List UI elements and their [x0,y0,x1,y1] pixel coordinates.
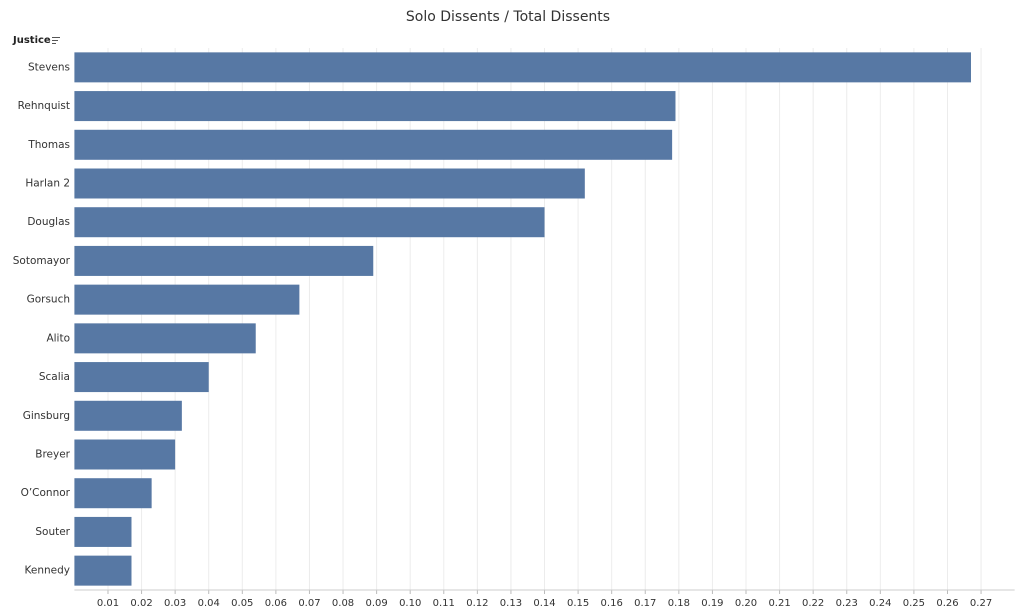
bar [74,245,374,276]
x-tick-label: 0.25 [903,598,925,609]
y-tick-label: Ginsburg [23,410,70,422]
x-tick-label: 0.08 [332,598,354,609]
x-tick-label: 0.18 [668,598,690,609]
bar [74,91,676,122]
x-tick-label: 0.15 [567,598,589,609]
y-tick-label: O’Connor [21,487,71,499]
x-tick-label: 0.12 [466,598,488,609]
bar [74,129,673,160]
y-tick-label: Kennedy [25,565,70,577]
x-tick-label: 0.20 [735,598,757,609]
sort-icon[interactable] [52,37,60,44]
x-tick-label: 0.27 [970,598,992,609]
bar [74,555,132,586]
bar [74,516,132,547]
y-tick-label: Gorsuch [27,294,70,306]
x-tick-label: 0.16 [601,598,623,609]
bar [74,207,545,238]
bar [74,284,300,315]
x-tick-label: 0.06 [265,598,287,609]
bar [74,323,256,354]
x-tick-label: 0.19 [701,598,723,609]
bar [74,362,209,393]
bar [74,400,182,431]
x-tick-label: 0.09 [365,598,387,609]
y-tick-label: Breyer [35,449,70,461]
x-tick-label: 0.24 [869,598,891,609]
y-tick-label: Scalia [39,371,70,383]
x-tick-label: 0.07 [298,598,320,609]
x-tick-label: 0.23 [836,598,858,609]
chart-title: Solo Dissents / Total Dissents [406,9,610,25]
y-axis-title[interactable]: Justice [12,35,51,46]
x-tick-label: 0.03 [164,598,186,609]
x-tick-label: 0.21 [768,598,790,609]
y-tick-label: Douglas [27,216,70,228]
x-tick-label: 0.14 [533,598,555,609]
x-tick-label: 0.05 [231,598,253,609]
y-tick-label: Thomas [27,139,70,151]
x-tick-label: 0.01 [97,598,119,609]
bar [74,478,152,509]
x-tick-label: 0.02 [130,598,152,609]
bar [74,52,971,83]
y-tick-label: Souter [35,526,70,538]
x-tick-label: 0.13 [500,598,522,609]
y-tick-label: Sotomayor [13,255,71,267]
x-tick-label: 0.26 [936,598,958,609]
x-tick-label: 0.17 [634,598,656,609]
x-tick-label: 0.11 [433,598,455,609]
x-tick-label: 0.10 [399,598,421,609]
bar [74,168,585,199]
x-tick-label: 0.22 [802,598,824,609]
y-tick-label: Stevens [28,61,70,73]
y-tick-label: Rehnquist [18,100,70,112]
bar [74,439,176,470]
y-tick-label: Harlan 2 [25,178,70,190]
y-tick-label: Alito [46,332,70,344]
x-tick-label: 0.04 [198,598,220,609]
